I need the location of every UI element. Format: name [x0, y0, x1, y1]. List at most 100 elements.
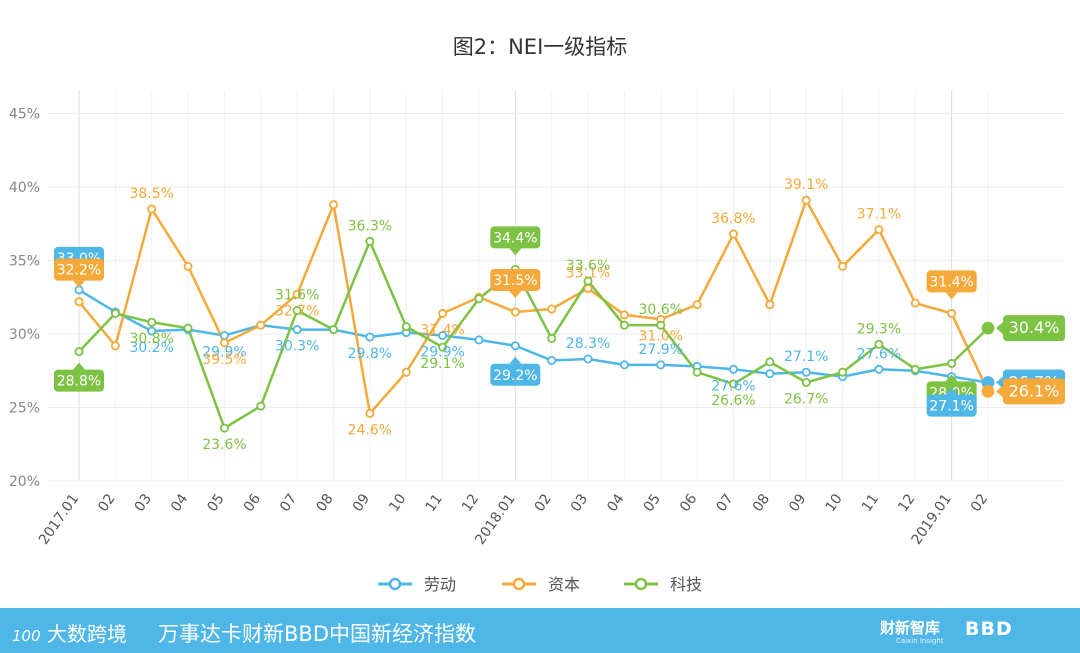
data-point — [874, 364, 884, 374]
data-point — [219, 330, 229, 340]
callout-label: 28.8% — [57, 374, 101, 390]
data-point — [183, 261, 193, 271]
data-label: 29.9% — [420, 344, 464, 360]
callout-pointer — [945, 374, 958, 382]
series-line-0 — [78, 288, 989, 384]
legend-label: 资本 — [548, 575, 580, 594]
data-label: 33.6% — [566, 258, 610, 274]
data-point — [147, 326, 157, 336]
callout-label: 32.2% — [57, 263, 101, 279]
data-point — [910, 298, 920, 308]
data-point — [583, 283, 593, 293]
y-tick-label: 35% — [9, 254, 40, 270]
data-point — [74, 347, 84, 357]
data-point — [619, 320, 629, 330]
data-point — [947, 358, 957, 368]
data-point — [801, 367, 811, 377]
bbd-logo: BBD — [965, 618, 1013, 640]
x-tick-label: 02 — [532, 491, 555, 515]
x-tick-label: 08 — [750, 491, 773, 515]
data-point — [329, 325, 339, 335]
data-label: 32.7% — [275, 303, 319, 319]
data-label: 23.6% — [202, 437, 246, 453]
callout-label: 31.4% — [929, 274, 973, 290]
data-point — [583, 276, 593, 286]
data-label: 30.6% — [639, 302, 683, 318]
callout-label: 30.4% — [1009, 318, 1060, 337]
callout-label: 31.5% — [493, 273, 537, 289]
data-point — [765, 369, 775, 379]
data-point — [656, 360, 666, 370]
callout-badge — [926, 270, 977, 293]
data-label: 39.1% — [784, 177, 828, 193]
data-point — [256, 401, 266, 411]
x-tick-label: 11 — [859, 491, 882, 515]
data-label: 31.0% — [639, 328, 683, 344]
y-tick-label: 45% — [9, 107, 40, 123]
x-tick-label: 04 — [168, 491, 191, 515]
data-label: 29.8% — [348, 346, 392, 362]
data-point — [365, 236, 375, 246]
x-tick-label: 04 — [604, 491, 627, 515]
data-point — [910, 364, 920, 374]
data-point — [728, 229, 738, 239]
data-point — [981, 321, 995, 335]
callout-pointer — [509, 356, 522, 364]
caixin-insight-sub: Caixin Insight — [896, 637, 944, 645]
data-point — [547, 333, 557, 343]
data-label: 29.3% — [857, 321, 901, 337]
series-line-2 — [78, 240, 989, 430]
legend-label: 科技 — [670, 575, 702, 594]
callout-label: 34.4% — [493, 230, 537, 246]
data-point — [329, 200, 339, 210]
x-tick-label: 09 — [350, 491, 373, 515]
data-point — [438, 342, 448, 352]
caixin-insight-logo: 财新智库 — [880, 619, 941, 637]
data-point — [874, 339, 884, 349]
legend-marker — [388, 577, 402, 591]
data-point — [838, 261, 848, 271]
data-label: 27.9% — [639, 342, 683, 358]
x-tick-label: 07 — [277, 491, 300, 515]
x-tick-label: 10 — [823, 491, 846, 515]
data-point — [656, 320, 666, 330]
x-tick-label: 10 — [386, 491, 409, 515]
data-point — [110, 308, 120, 318]
data-label: 27.6% — [857, 346, 901, 362]
callout-badge — [54, 258, 104, 281]
x-tick-label: 11 — [423, 491, 446, 515]
callout-badge — [1003, 315, 1065, 342]
x-tick-label: 09 — [786, 491, 809, 515]
legend-marker — [634, 577, 648, 591]
callout-pointer — [996, 385, 1003, 398]
data-point — [365, 332, 375, 342]
data-label: 33.1% — [566, 265, 610, 281]
data-point — [838, 367, 848, 377]
data-point — [801, 378, 811, 388]
callout-label: 27.1% — [929, 399, 973, 415]
data-point — [765, 300, 775, 310]
data-label: 36.8% — [711, 211, 755, 227]
data-label: 36.3% — [348, 218, 392, 234]
callout-pointer — [996, 322, 1003, 335]
data-point — [365, 408, 375, 418]
data-label: 30.8% — [129, 331, 173, 347]
data-label: 39.5% — [202, 352, 246, 368]
data-point — [510, 307, 520, 317]
x-tick-label: 02 — [968, 491, 991, 515]
data-point — [292, 305, 302, 315]
data-point — [728, 379, 738, 389]
callout-pointer — [509, 248, 522, 256]
callout-badge — [1003, 378, 1065, 405]
data-point — [401, 367, 411, 377]
data-point — [474, 294, 484, 304]
data-label: 27.1% — [784, 349, 828, 365]
nei-line-chart: 图2：NEI一级指标 20% 25% 30% 35% 40% 45% 2017.01 02 03 0… — [9, 35, 1065, 594]
legend-label: 劳动 — [424, 575, 456, 594]
data-label: 37.1% — [857, 207, 901, 223]
data-point — [110, 341, 120, 351]
data-point — [874, 225, 884, 235]
data-point — [219, 423, 229, 433]
data-point — [183, 323, 193, 333]
x-tick-label: 05 — [204, 491, 227, 515]
